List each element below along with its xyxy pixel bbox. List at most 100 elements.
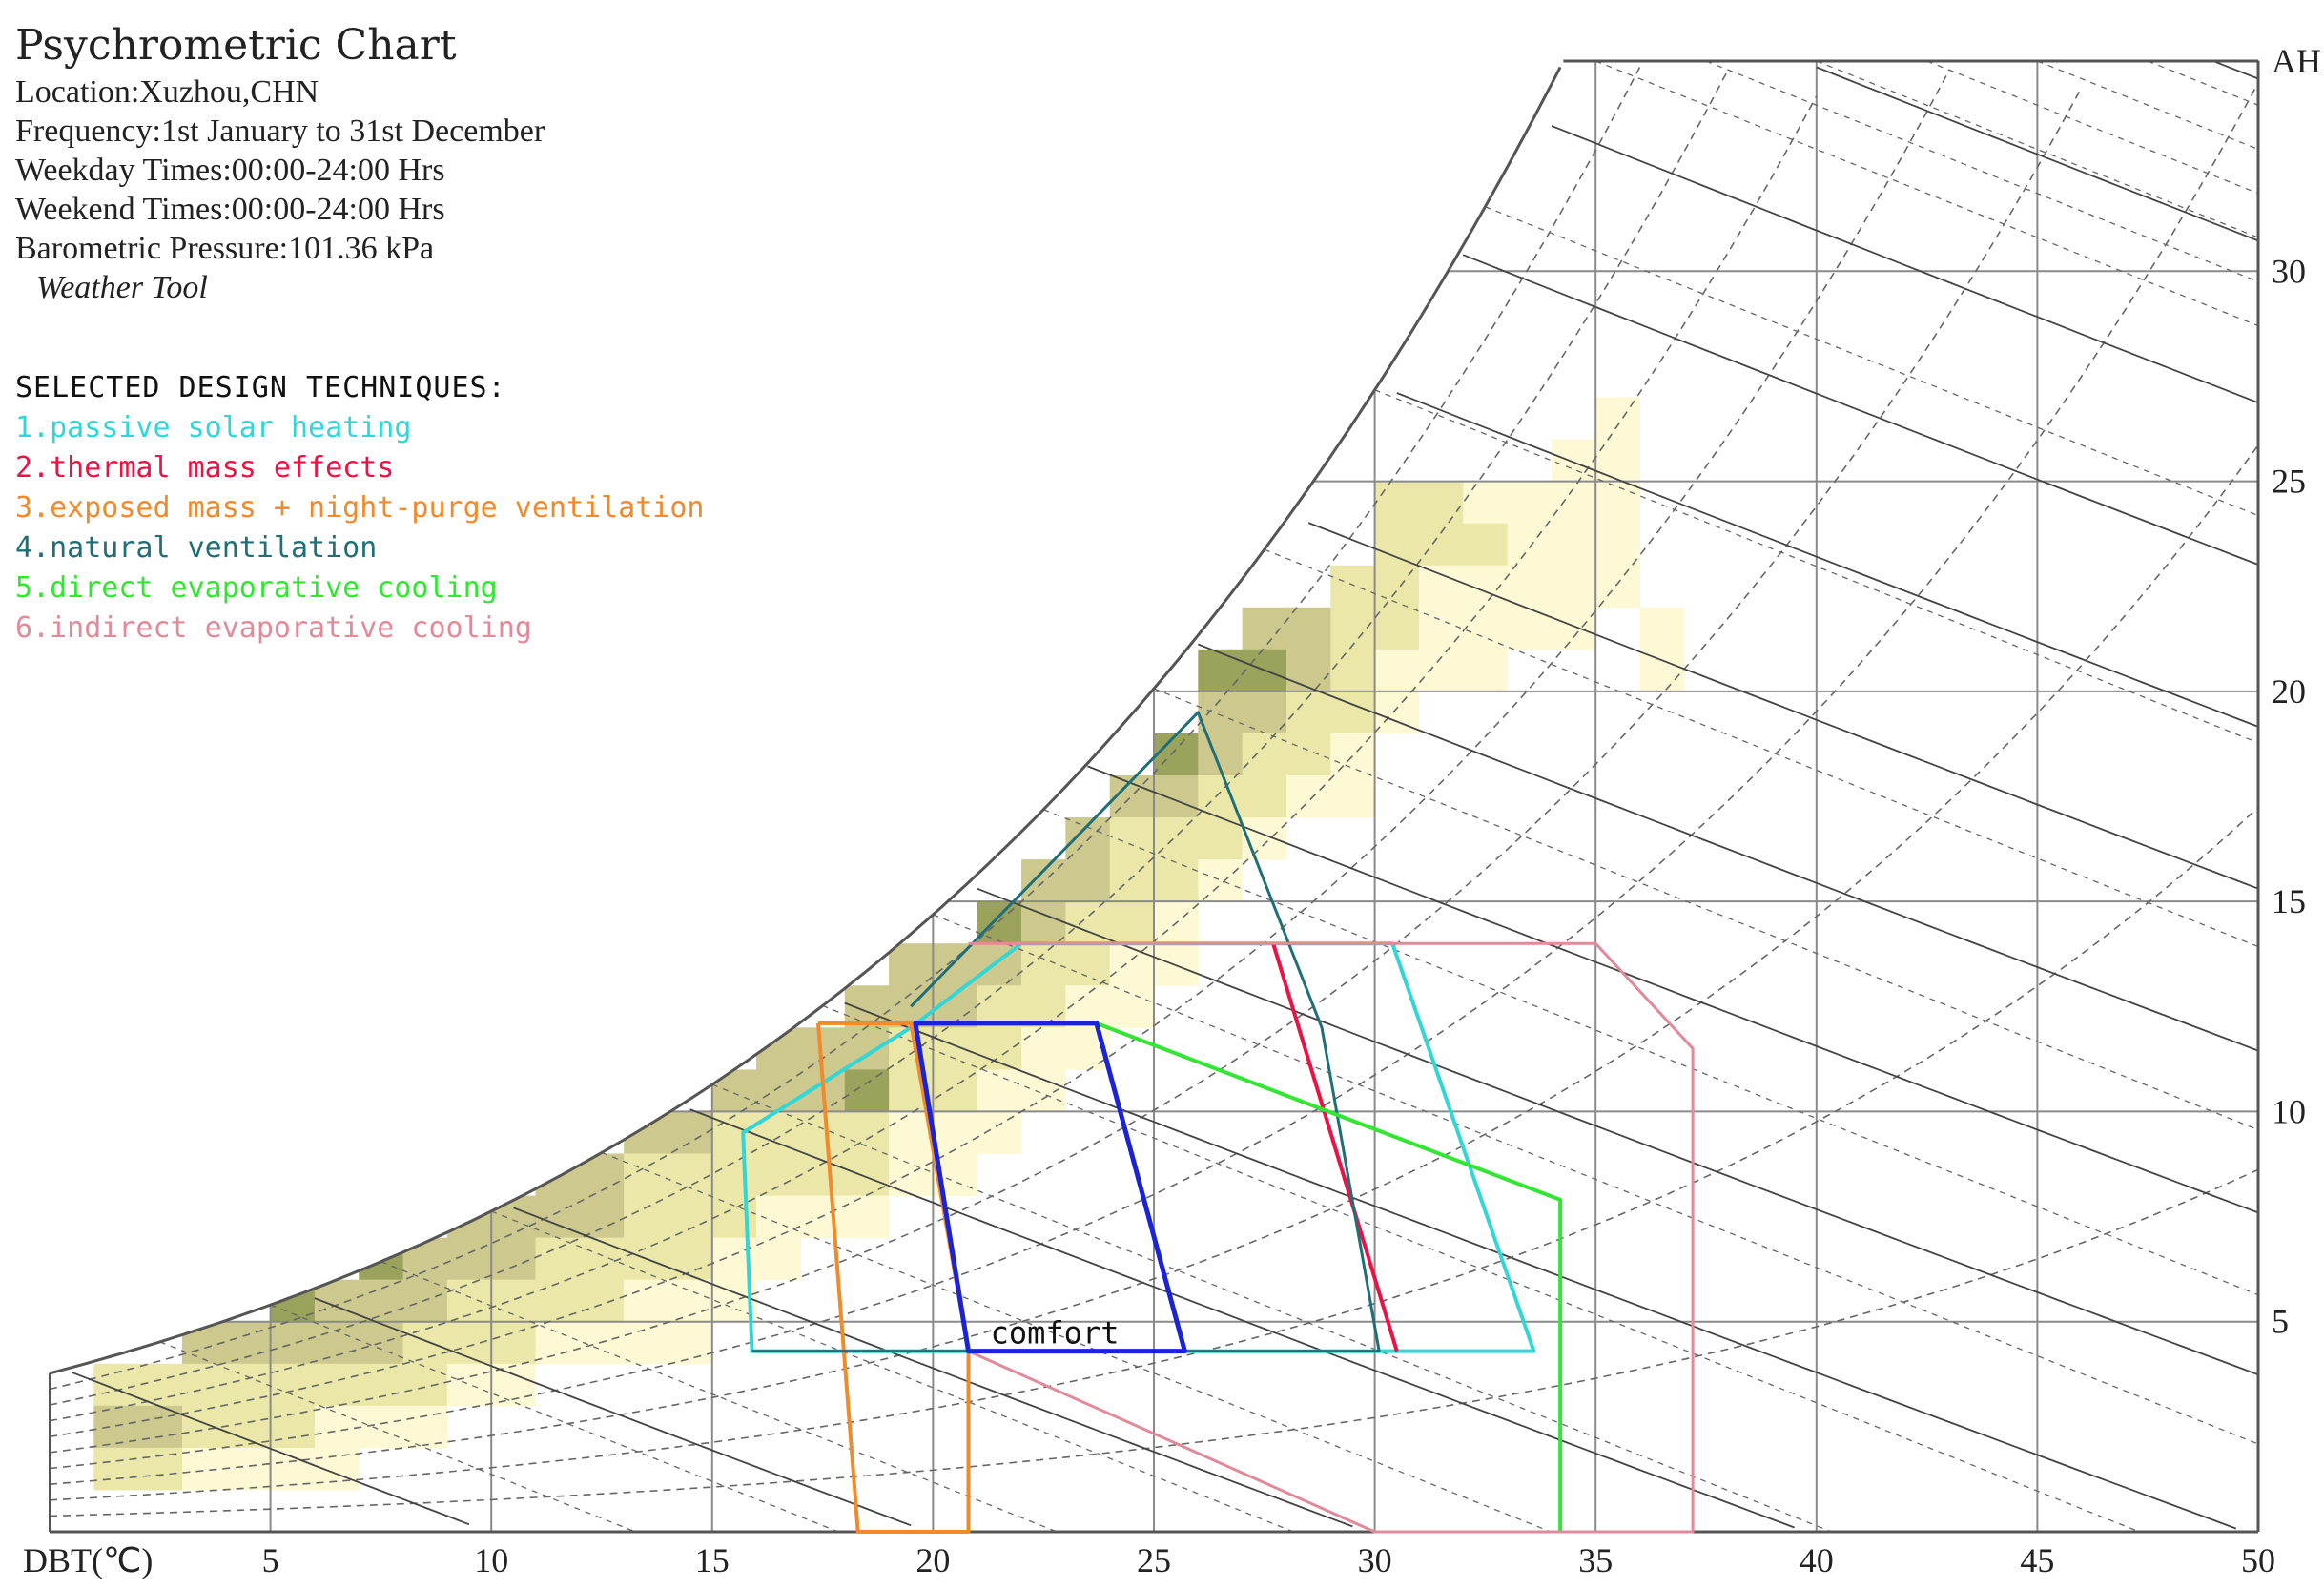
frequency-cell xyxy=(1463,649,1509,692)
technique-direct-evaporative: 5.direct evaporative cooling xyxy=(15,571,498,605)
frequency-cell xyxy=(668,1321,713,1365)
frequency-cell xyxy=(1154,859,1199,902)
frequency-cell xyxy=(1021,859,1066,902)
frequency-cell xyxy=(1330,774,1376,818)
y-tick-label: 10 xyxy=(2272,1092,2306,1130)
frequency-cell xyxy=(756,1237,801,1281)
frequency-cell xyxy=(359,1237,404,1281)
frequency-cell xyxy=(711,1195,757,1239)
y-tick-label: 20 xyxy=(2272,672,2306,711)
frequency-cell xyxy=(359,1405,404,1449)
frequency-cell xyxy=(844,1153,890,1197)
frequency-cell xyxy=(579,1195,625,1239)
rh-curve xyxy=(49,1168,2259,1517)
enthalpy-line xyxy=(2213,60,2259,80)
rh-curve xyxy=(49,806,2259,1501)
zone-exposed-mass-night-purge-ventilation xyxy=(816,1021,971,1534)
info-frequency: Frequency:1st January to 31st December xyxy=(15,114,545,149)
frequency-cell xyxy=(137,1447,183,1491)
wet-bulb-line xyxy=(380,1261,1058,1533)
wet-bulb-line xyxy=(1374,389,2259,744)
frequency-cell xyxy=(1374,649,1420,692)
frequency-cell xyxy=(181,1447,227,1491)
frequency-cell xyxy=(446,1363,492,1407)
frequency-cell xyxy=(756,1069,801,1112)
technique-natural-ventilation: 4.natural ventilation xyxy=(15,531,378,565)
frequency-cell xyxy=(1374,565,1420,609)
frequency-cell xyxy=(1330,607,1376,650)
info-pressure: Barometric Pressure:101.36 kPa xyxy=(15,231,435,266)
frequency-cell xyxy=(711,1069,757,1112)
frequency-cell xyxy=(1242,817,1287,860)
frequency-cell xyxy=(314,1447,360,1491)
wet-bulb-line xyxy=(1485,206,2259,517)
frequency-cell xyxy=(1463,607,1509,650)
frequency-cell xyxy=(1198,817,1244,860)
frequency-cell xyxy=(226,1447,272,1491)
wet-bulb-line xyxy=(2037,60,2259,151)
frequency-cell xyxy=(402,1363,448,1407)
x-axis-title: DBT(℃) xyxy=(23,1541,153,1579)
wet-bulb-line xyxy=(1042,809,2259,1296)
chart-title: Psychrometric Chart xyxy=(15,21,457,70)
frequency-cell xyxy=(1507,607,1553,650)
frequency-cell xyxy=(1109,859,1155,902)
rh-curve xyxy=(49,70,1950,1438)
frequency-cell xyxy=(314,1363,360,1407)
frequency-cell xyxy=(844,1195,890,1239)
info-weekday-times: Weekday Times:00:00-24:00 Hrs xyxy=(15,153,445,188)
saturation-curve xyxy=(49,66,1562,1375)
frequency-cell xyxy=(1595,397,1641,441)
frequency-cell xyxy=(1463,481,1509,525)
x-tick-label: 50 xyxy=(2241,1541,2275,1579)
wet-bulb-line xyxy=(2147,60,2259,106)
frequency-cell xyxy=(889,1153,934,1197)
wet-bulb-line xyxy=(933,914,2259,1445)
frequency-cell xyxy=(535,1237,581,1281)
techniques-heading: SELECTED DESIGN TECHNIQUES: xyxy=(15,371,506,404)
frequency-cell xyxy=(181,1363,227,1407)
enthalpy-line xyxy=(71,1371,470,1526)
enthalpy-line xyxy=(1816,66,2259,242)
chart-info-block: Psychrometric Chart Location:Xuzhou,CHN … xyxy=(15,19,545,307)
zone-thermal-mass-effects xyxy=(1271,942,1399,1352)
enthalpy-line xyxy=(689,1108,1795,1529)
frequency-cell xyxy=(579,1321,625,1365)
frequency-cell xyxy=(270,1279,316,1323)
axis-labels: comfort DBT(℃) 5 10 15 20 25 30 35 40 45 50 AH 5 10 15 2… xyxy=(23,42,2321,1579)
frequency-cell xyxy=(1285,733,1331,776)
frequency-cell xyxy=(1507,481,1553,525)
enthalpy-line xyxy=(1462,254,2259,566)
frequency-cell xyxy=(446,1279,492,1323)
info-location: Location:Xuzhou,CHN xyxy=(15,74,319,110)
design-zones xyxy=(741,711,1695,1534)
enthalpy-line xyxy=(1396,392,2259,728)
frequency-cell xyxy=(1109,901,1155,944)
x-tick-label: 40 xyxy=(1800,1541,1834,1579)
wet-bulb-line xyxy=(159,1341,636,1533)
wet-bulb-line xyxy=(601,1151,1552,1533)
frequency-cell xyxy=(1374,481,1420,525)
frequency-cell xyxy=(1198,649,1244,692)
x-tick-label: 15 xyxy=(695,1541,730,1579)
x-tick-label: 45 xyxy=(2020,1541,2054,1579)
frequency-cell xyxy=(1374,607,1420,650)
frequency-cell xyxy=(933,1027,978,1070)
x-tick-label: 25 xyxy=(1137,1541,1171,1579)
frequency-cell xyxy=(93,1405,139,1449)
enthalpy-line xyxy=(1087,765,2259,1214)
frequency-cell xyxy=(446,1195,492,1239)
frequency-cell xyxy=(1551,439,1596,483)
rh-curve xyxy=(49,444,2259,1485)
frequency-cell xyxy=(1551,607,1596,650)
frequency-cell xyxy=(1639,607,1685,650)
frequency-cell xyxy=(270,1321,316,1365)
wet-bulb-line xyxy=(1264,548,2259,948)
frequency-cell xyxy=(1418,523,1464,567)
x-tick-label: 5 xyxy=(262,1541,279,1579)
frequency-cell xyxy=(226,1363,272,1407)
frequency-cell xyxy=(402,1237,448,1281)
comfort-label: comfort xyxy=(991,1315,1120,1352)
frequency-cell xyxy=(270,1363,316,1407)
